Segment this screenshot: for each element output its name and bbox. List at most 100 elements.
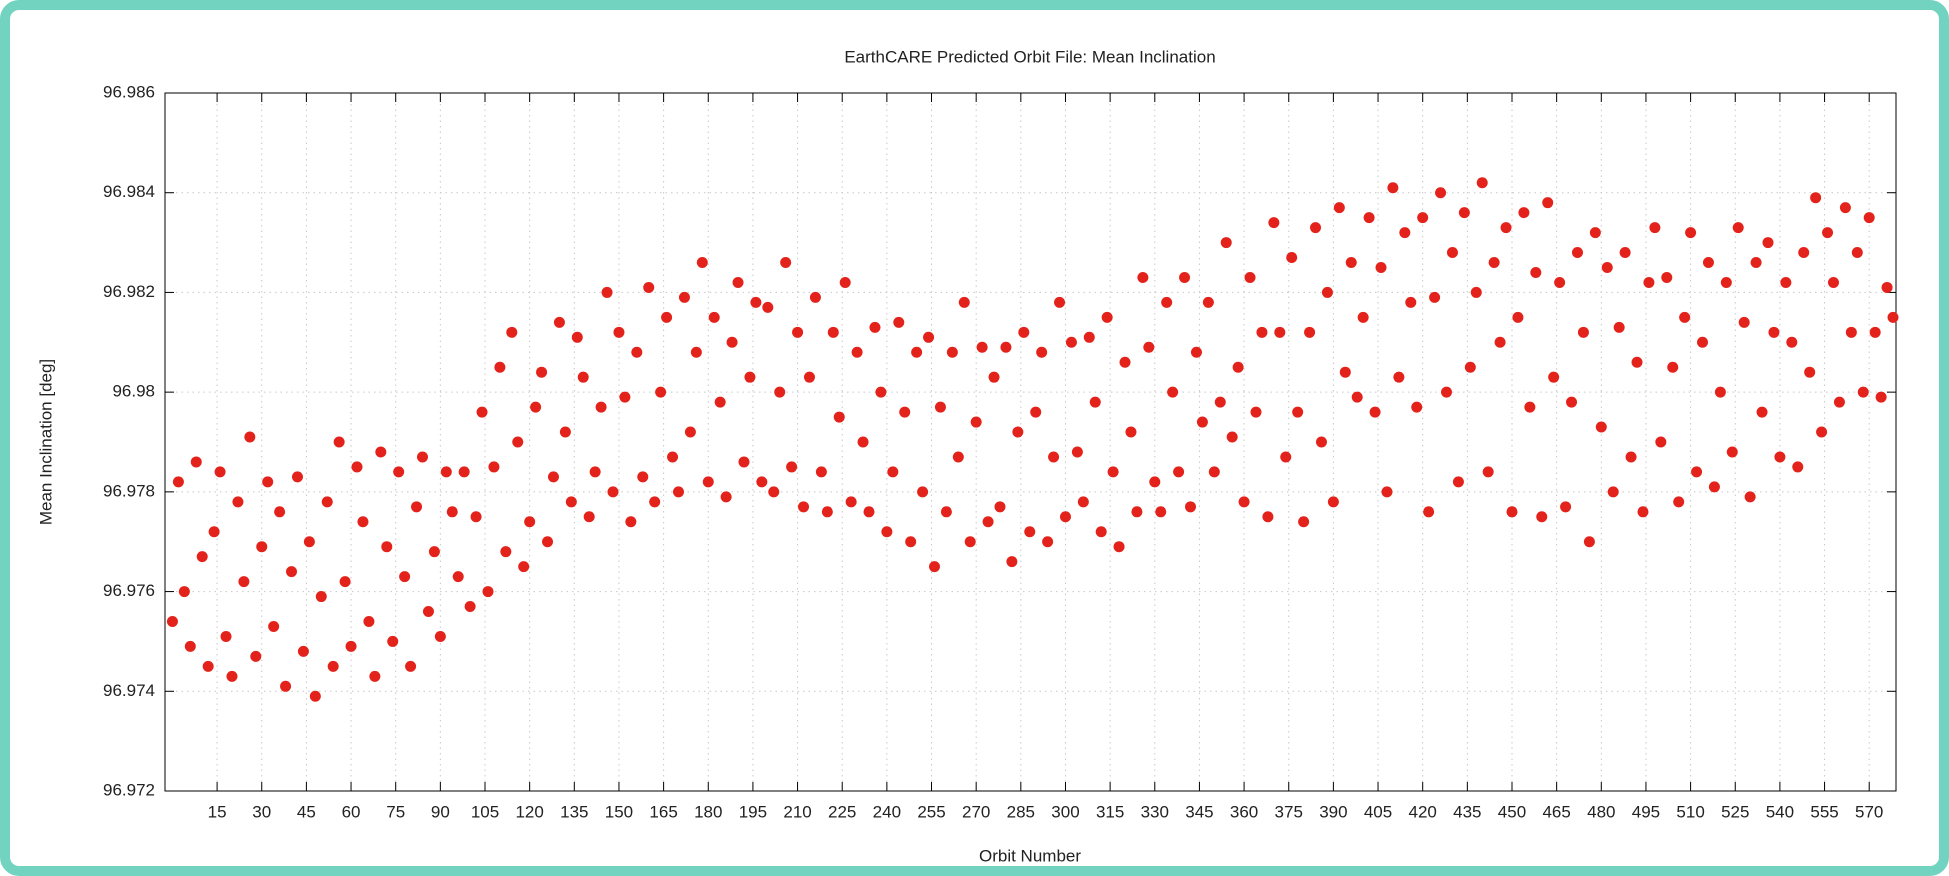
point [1816, 426, 1828, 438]
x-tick-label: 255 [917, 802, 945, 821]
point [1310, 222, 1322, 234]
point [1726, 446, 1738, 458]
point [1798, 247, 1810, 259]
point [1375, 262, 1387, 273]
x-tick-label: 45 [297, 802, 316, 821]
point [744, 371, 756, 383]
point [1833, 396, 1845, 408]
point [696, 257, 708, 269]
point [1429, 291, 1441, 303]
point [1732, 222, 1744, 234]
point [1714, 386, 1726, 398]
point [780, 257, 792, 269]
point [1030, 406, 1042, 418]
point [1202, 296, 1214, 308]
point [1750, 257, 1762, 269]
point [369, 670, 381, 682]
point [1536, 511, 1548, 523]
x-tick-label: 15 [208, 802, 227, 821]
x-tick-label: 420 [1409, 802, 1437, 821]
point [1393, 371, 1405, 383]
point [339, 576, 351, 588]
y-tick-label: 96.98 [112, 382, 155, 401]
point [1494, 336, 1506, 348]
point [297, 645, 309, 657]
point [1566, 396, 1578, 408]
x-tick-label: 405 [1364, 802, 1392, 821]
point [1327, 496, 1339, 508]
point [250, 650, 262, 662]
point [875, 386, 887, 398]
point [470, 511, 482, 523]
point [1113, 541, 1125, 553]
point [1387, 182, 1399, 194]
point [1000, 341, 1012, 353]
point [1185, 501, 1197, 513]
point [1417, 212, 1429, 224]
point [988, 371, 1000, 383]
point [202, 660, 214, 672]
point [1488, 257, 1500, 269]
point [1476, 177, 1488, 189]
point [1256, 326, 1268, 338]
point [1804, 366, 1816, 378]
point [762, 301, 774, 313]
point [1083, 331, 1095, 343]
point [506, 326, 518, 338]
point [1679, 311, 1691, 323]
point [857, 436, 869, 448]
point [774, 386, 786, 398]
x-tick-label: 105 [471, 802, 499, 821]
point [702, 476, 714, 488]
point [1708, 481, 1720, 493]
point [488, 461, 500, 473]
point [893, 316, 905, 328]
point [994, 501, 1006, 513]
point [214, 466, 226, 478]
point [1024, 526, 1036, 538]
point [905, 536, 917, 548]
point [226, 670, 238, 682]
point [220, 630, 232, 642]
point [1339, 366, 1351, 378]
point [649, 496, 661, 508]
point [1268, 217, 1280, 229]
point [821, 506, 833, 518]
point [446, 506, 458, 518]
point [637, 471, 649, 483]
point [286, 566, 298, 578]
point [321, 496, 333, 508]
point [1250, 406, 1262, 418]
point [416, 451, 428, 463]
point [899, 406, 911, 418]
point [631, 346, 643, 358]
point [1333, 202, 1345, 214]
point [1280, 451, 1292, 463]
point [726, 336, 738, 348]
point [625, 516, 637, 528]
point [1351, 391, 1363, 403]
point [1196, 416, 1208, 428]
point [1071, 446, 1083, 458]
point [1530, 266, 1542, 278]
point [1435, 187, 1447, 199]
point [714, 396, 726, 408]
point [1661, 271, 1673, 283]
point [1774, 451, 1786, 463]
point [428, 546, 440, 558]
point [1131, 506, 1143, 518]
point [1518, 207, 1530, 219]
point [946, 346, 958, 358]
point [1601, 262, 1613, 273]
point [1571, 247, 1583, 259]
point [571, 331, 583, 343]
point [524, 516, 536, 528]
point [1792, 461, 1804, 473]
point [1107, 466, 1119, 478]
point [881, 526, 893, 538]
point [1446, 247, 1458, 259]
x-tick-label: 180 [694, 802, 722, 821]
point [357, 516, 369, 528]
point [1500, 222, 1512, 234]
